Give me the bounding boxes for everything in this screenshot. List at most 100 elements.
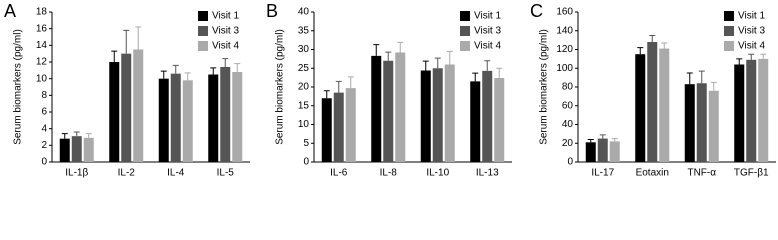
y-tick-label: 40: [562, 119, 574, 130]
bar: [597, 138, 608, 162]
bar: [371, 55, 382, 162]
legend-label: Visit 4: [738, 41, 765, 52]
y-tick-label: 16: [36, 23, 48, 34]
error-bar: [611, 138, 618, 142]
y-tick-label: 140: [556, 25, 573, 36]
error-bar: [484, 60, 491, 71]
error-bar: [599, 134, 606, 139]
y-tick-label: 2: [41, 140, 47, 151]
bar: [158, 78, 169, 162]
y-tick-label: 30: [298, 44, 310, 55]
bar: [585, 142, 596, 162]
x-tick-label: IL-4: [167, 168, 185, 179]
y-tick-label: 15: [298, 100, 310, 111]
y-tick-label: 0: [567, 157, 573, 168]
error-bar: [135, 26, 142, 50]
y-tick-label: 5: [303, 138, 309, 149]
legend-label: Visit 3: [474, 26, 501, 37]
legend-label: Visit 1: [738, 11, 765, 22]
legend-label: Visit 3: [212, 26, 239, 37]
x-tick-label: TNF-α: [687, 168, 716, 179]
bar: [609, 141, 620, 162]
x-tick-label: IL-1β: [65, 168, 88, 179]
y-tick-label: 20: [298, 82, 310, 93]
bar: [432, 68, 443, 162]
bar: [109, 62, 120, 162]
bar: [220, 67, 231, 162]
bar: [383, 60, 394, 162]
bar: [83, 137, 94, 162]
legend-swatch: [460, 11, 470, 21]
error-bar: [397, 41, 404, 53]
error-bar: [323, 90, 330, 99]
legend-label: Visit 4: [212, 41, 239, 52]
x-tick-label: IL-5: [217, 168, 235, 179]
error-bar: [184, 72, 191, 81]
legend-swatch: [724, 26, 734, 36]
x-tick-label: TGF-β1: [734, 168, 769, 179]
error-bar: [222, 58, 229, 67]
error-bar: [760, 53, 767, 59]
bar: [482, 70, 493, 162]
y-tick-label: 35: [298, 25, 310, 36]
y-tick-label: 14: [36, 40, 48, 51]
bar: [635, 54, 646, 162]
error-bar: [446, 50, 453, 65]
y-tick-label: 12: [36, 57, 48, 68]
error-bar: [61, 133, 68, 139]
bar: [71, 136, 82, 162]
y-axis-label: Serum biomarkers (pg/ml): [539, 29, 550, 145]
bar: [470, 81, 481, 162]
legend-label: Visit 3: [738, 26, 765, 37]
y-axis-label: Serum biomarkers (pg/ml): [275, 29, 286, 145]
y-tick-label: 120: [556, 44, 573, 55]
error-bar: [736, 58, 743, 65]
x-tick-label: IL-8: [380, 168, 398, 179]
y-tick-label: 4: [41, 123, 47, 134]
panel-label: A: [4, 1, 16, 21]
error-bar: [661, 42, 668, 49]
bar: [59, 138, 70, 162]
bar: [708, 90, 719, 162]
bar: [345, 88, 356, 162]
error-bar: [434, 57, 441, 69]
bar: [321, 98, 332, 162]
legend-swatch: [724, 41, 734, 51]
panel-label: B: [266, 1, 278, 21]
panel-label: C: [530, 1, 543, 21]
x-tick-label: IL-6: [330, 168, 348, 179]
error-bar: [748, 53, 755, 60]
error-bar: [649, 34, 656, 42]
y-tick-label: 20: [562, 138, 574, 149]
error-bar: [210, 67, 217, 75]
error-bar: [710, 81, 717, 91]
legend-swatch: [198, 11, 208, 21]
error-bar: [385, 51, 392, 61]
y-tick-label: 0: [41, 157, 47, 168]
x-tick-label: IL-13: [476, 168, 499, 179]
error-bar: [686, 72, 693, 85]
error-bar: [234, 63, 241, 72]
x-tick-label: IL-10: [426, 168, 449, 179]
bar: [208, 74, 219, 162]
bar: [182, 80, 193, 162]
error-bar: [422, 60, 429, 71]
error-bar: [587, 139, 594, 143]
bar: [696, 83, 707, 162]
bar: [395, 52, 406, 162]
error-bar: [111, 50, 118, 62]
bar: [133, 49, 144, 162]
x-tick-label: IL-17: [591, 168, 614, 179]
error-bar: [637, 47, 644, 55]
legend-swatch: [198, 26, 208, 36]
y-tick-label: 0: [303, 157, 309, 168]
error-bar: [172, 64, 179, 74]
legend-swatch: [724, 11, 734, 21]
y-tick-label: 18: [36, 7, 48, 18]
legend-swatch: [198, 41, 208, 51]
legend-label: Visit 4: [474, 41, 501, 52]
bar: [444, 64, 455, 162]
bar: [232, 72, 243, 162]
bar: [758, 58, 769, 162]
legend-label: Visit 1: [212, 11, 239, 22]
